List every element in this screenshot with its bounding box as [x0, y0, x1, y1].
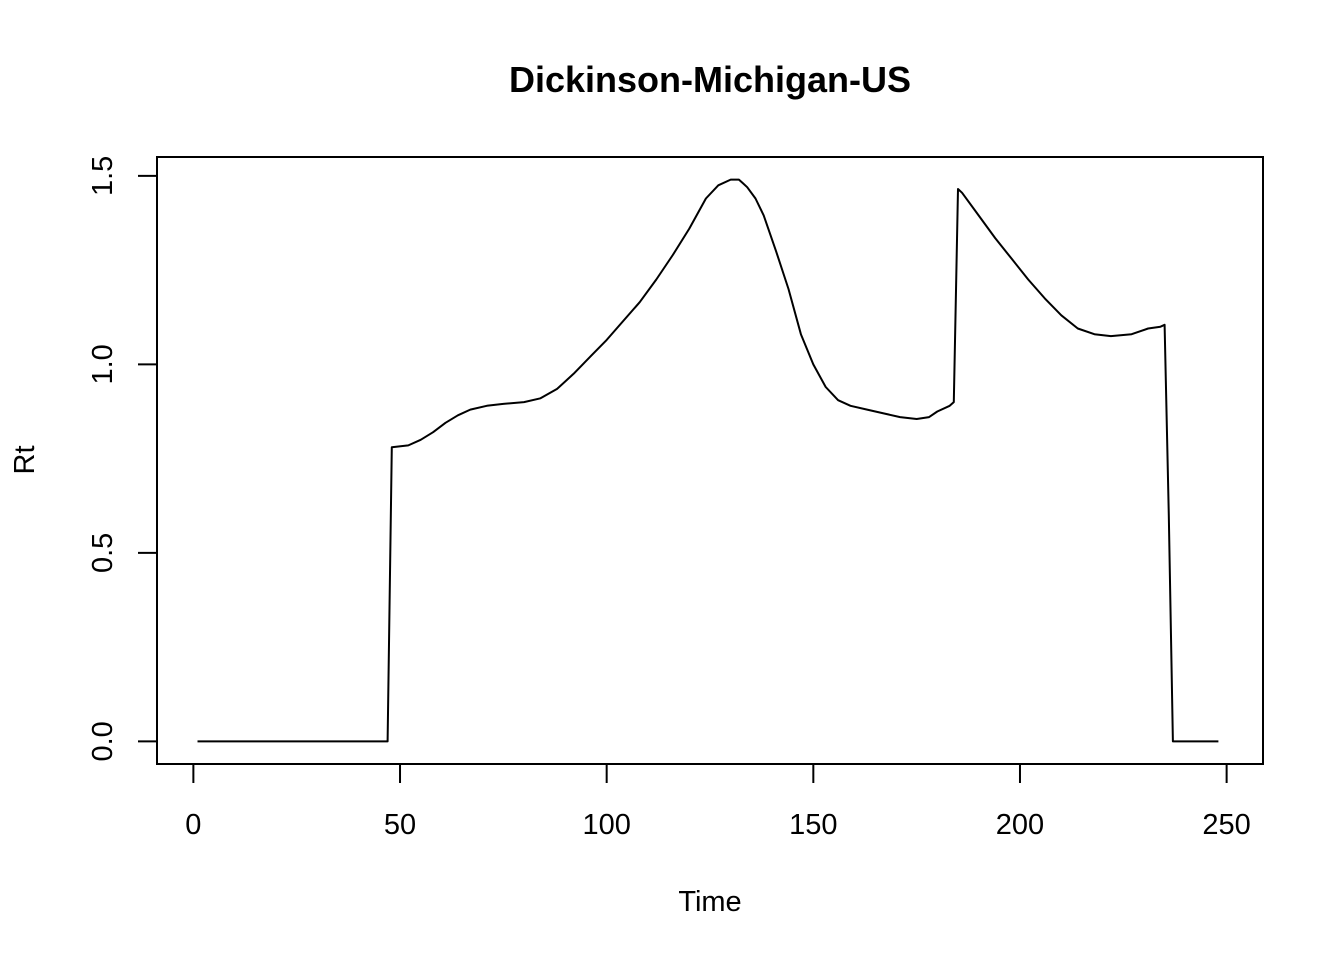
y-tick-label: 1.5 [87, 156, 119, 196]
x-tick-label: 150 [789, 809, 837, 841]
rt-series-line [197, 178, 1219, 743]
x-tick-label: 100 [582, 809, 630, 841]
y-tick-label: 1.0 [87, 344, 119, 384]
x-tick-label: 200 [996, 809, 1044, 841]
plot-box [156, 156, 1264, 765]
series-layer [197, 178, 1219, 743]
y-axis: 0.0 0.5 1.0 1.5 [87, 156, 158, 762]
y-tick-label: 0.5 [87, 533, 119, 573]
x-tick-label: 50 [384, 809, 416, 841]
x-tick-label: 250 [1202, 809, 1250, 841]
x-axis: 0 50 100 150 200 250 [185, 763, 1251, 841]
y-tick-label: 0.0 [87, 721, 119, 761]
chart-title: Dickinson-Michigan-US [509, 59, 911, 100]
x-axis-label: Time [678, 886, 741, 918]
y-axis-label: Rt [9, 446, 41, 475]
x-tick-label: 0 [185, 809, 201, 841]
